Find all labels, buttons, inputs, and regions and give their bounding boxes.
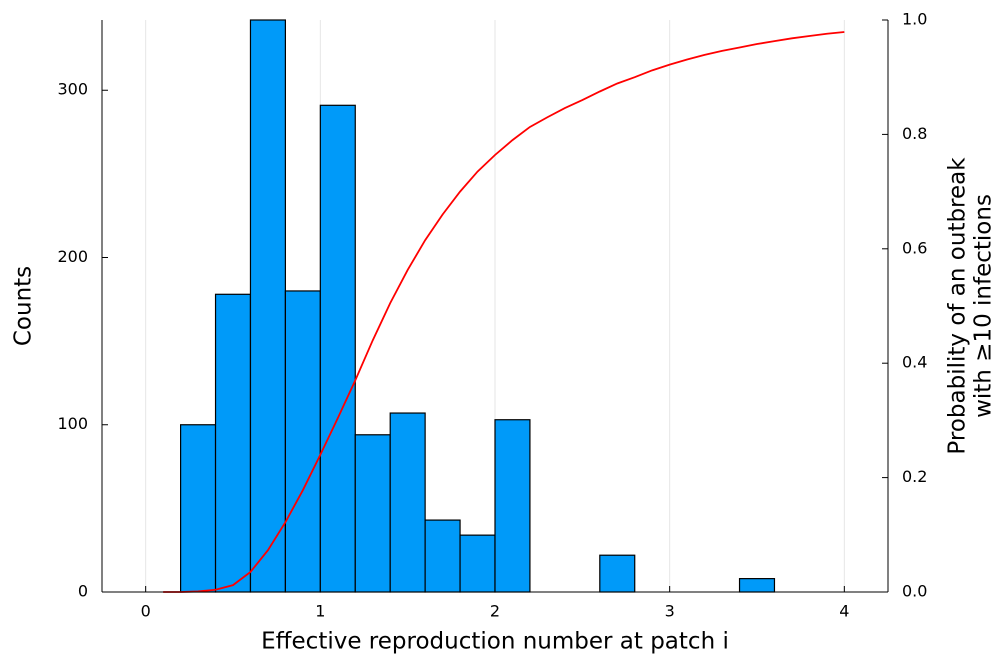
y2-tick-label: 0.8 xyxy=(902,124,927,143)
y2-axis-label: with ≥10 infections xyxy=(971,194,997,418)
x-tick-label: 2 xyxy=(490,602,500,621)
histogram-bar xyxy=(389,412,426,593)
y-tick-label: 100 xyxy=(57,414,88,433)
y2-axis-label: Probability of an outbreak xyxy=(945,157,971,455)
histogram-bar xyxy=(284,290,321,593)
x-axis-label: Effective reproduction number at patch i xyxy=(261,629,729,655)
y2-tick-label: 0.0 xyxy=(902,582,927,601)
y2-tick-label: 1.0 xyxy=(902,10,927,29)
y-tick-label: 200 xyxy=(57,247,88,266)
histogram-bar xyxy=(599,554,636,593)
histogram-bar xyxy=(738,578,776,593)
histogram-bar xyxy=(180,424,217,593)
histogram-bar xyxy=(354,434,391,593)
histogram-bar xyxy=(319,104,356,593)
x-tick-label: 1 xyxy=(315,602,325,621)
y2-tick-label: 0.6 xyxy=(902,238,927,257)
histogram-bar xyxy=(494,419,531,593)
y-tick-label: 300 xyxy=(57,80,88,99)
histogram-bar xyxy=(214,293,252,593)
y-tick-label: 0 xyxy=(78,582,88,601)
y-axis-label: Counts xyxy=(11,266,37,346)
y2-tick-label: 0.4 xyxy=(902,353,927,372)
y2-tick-label: 0.2 xyxy=(902,467,927,486)
line-series xyxy=(163,31,845,593)
x-tick-label: 3 xyxy=(665,602,675,621)
histogram-bar xyxy=(424,519,461,593)
x-tick-label: 0 xyxy=(141,602,151,621)
histogram-bar xyxy=(249,19,286,593)
x-tick-label: 4 xyxy=(839,602,849,621)
histogram-bar xyxy=(459,534,496,593)
